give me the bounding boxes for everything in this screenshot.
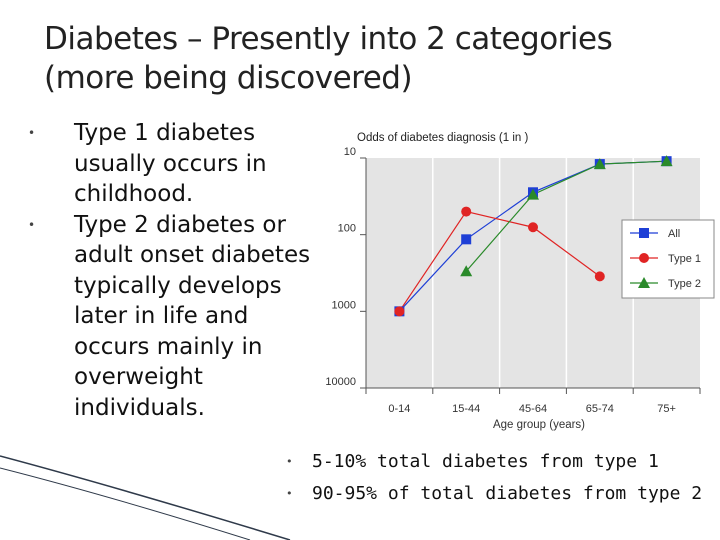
legend-label: Type 2 <box>668 278 701 290</box>
x-tick-label: 45-64 <box>519 403 547 415</box>
left-bullet-list: Type 1 diabetes usually occurs in childh… <box>28 118 328 423</box>
corner-curve-2 <box>0 467 251 540</box>
data-point-type-1 <box>461 206 472 217</box>
y-tick-label: 100 <box>338 223 356 235</box>
data-point-type-1 <box>594 271 605 282</box>
bullet-type1-share: 5-10% total diabetes from type 1 <box>282 446 720 478</box>
legend-marker <box>639 228 649 238</box>
legend-label: All <box>668 228 680 240</box>
bullet-type1: Type 1 diabetes usually occurs in childh… <box>28 118 328 210</box>
data-point-type-1 <box>394 306 405 317</box>
x-tick-label: 15-44 <box>452 403 480 415</box>
bottom-bullet-list: 5-10% total diabetes from type 1 90-95% … <box>282 446 720 510</box>
data-point-type-2 <box>593 158 606 170</box>
y-tick-label: 10000 <box>325 376 356 388</box>
corner-swoosh <box>0 456 290 540</box>
chart-title: Odds of diabetes diagnosis (1 in ) <box>357 132 528 144</box>
data-point-type-2 <box>527 188 539 200</box>
legend-label: Type 1 <box>668 253 701 265</box>
legend-marker <box>639 253 649 263</box>
x-axis-label: Age group (years) <box>493 419 585 431</box>
series-line-type-2 <box>465 160 667 272</box>
legend-marker <box>638 277 650 288</box>
bullet-type2-share: 90-95% of total diabetes from type 2 <box>282 478 720 510</box>
data-point-type-1 <box>528 222 538 233</box>
bullet-type2: Type 2 diabetes or adult onset diabetes … <box>28 210 328 424</box>
data-point-all <box>461 234 472 245</box>
series-line-type-1 <box>398 210 601 312</box>
corner-curve-1 <box>0 455 291 540</box>
y-tick-label: 1000 <box>332 299 356 311</box>
data-point-type-2 <box>660 155 673 167</box>
data-point-type-2 <box>460 265 473 277</box>
y-tick-label: 10 <box>344 146 356 158</box>
x-tick-label: 0-14 <box>388 403 410 415</box>
x-tick-label: 65-74 <box>586 403 614 415</box>
slide-title: Diabetes – Presently into 2 categories (… <box>44 21 613 96</box>
x-tick-label: 75+ <box>657 403 676 415</box>
